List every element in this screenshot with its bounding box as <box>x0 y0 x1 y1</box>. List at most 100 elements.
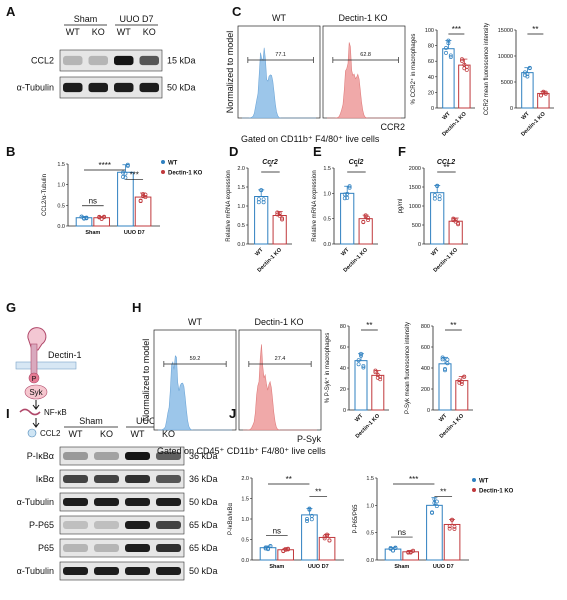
data-point <box>391 548 395 553</box>
cell-membrane <box>15 361 77 370</box>
x-tick-label: UUO D7 <box>124 230 145 236</box>
blot-band <box>63 475 88 483</box>
data-point <box>434 499 439 504</box>
data-point <box>411 548 416 553</box>
blot-band <box>63 521 88 529</box>
y-tick-label: 1.0 <box>237 204 245 210</box>
y-axis-label: P-P65/P65 <box>353 504 359 534</box>
data-bar <box>448 220 463 245</box>
blot-band <box>114 55 134 66</box>
data-bar <box>455 380 469 411</box>
significance-label: ** <box>450 321 456 330</box>
y-tick-label: 800 <box>421 324 430 330</box>
flow-histogram-h: WT Dectin-1 KO Normalized to model 59.2 27.4… <box>141 317 326 456</box>
data-point <box>448 55 453 59</box>
data-point <box>456 221 461 226</box>
y-tick-label: 60 <box>340 345 346 351</box>
data-point <box>277 213 282 218</box>
legend-label: WT <box>168 161 178 167</box>
data-bar <box>75 217 93 227</box>
data-bar <box>358 218 373 245</box>
data-point <box>460 58 464 63</box>
data-bar <box>93 217 110 227</box>
flow-plot-box <box>153 329 237 431</box>
blot-kda-label: 36 kDa <box>189 474 218 484</box>
flow-ylabel: Normalized to model <box>225 31 235 114</box>
y-tick-label: 1500 <box>409 185 421 191</box>
blot-membrane <box>59 515 185 535</box>
data-bar <box>301 514 318 561</box>
blot-band <box>94 452 119 460</box>
blot-group-label: Sham <box>79 416 103 426</box>
data-point <box>259 188 264 193</box>
data-point <box>539 93 543 98</box>
blot-lane-label: WT <box>69 429 83 439</box>
significance-label: *** <box>409 475 418 484</box>
flow-gate-percent: 27.4 <box>275 356 286 362</box>
flow-ko-label: Dectin-1 KO <box>338 13 387 23</box>
pathway-diagram: Dectin-1 P Syk NF-κB CCL2 <box>15 327 82 438</box>
data-point <box>345 195 350 200</box>
blot-lane-label: WT <box>131 429 145 439</box>
flow-cytometry-layer: WT Dectin-1 KO Normalized to model 77.1 62.8… <box>141 13 406 456</box>
data-bar <box>340 192 355 245</box>
data-point <box>342 192 347 197</box>
flow-histogram-fill <box>327 42 401 119</box>
blot-band <box>125 498 150 506</box>
y-axis-label: Relative mRNA expression <box>312 170 318 241</box>
panel-letter-j: J <box>229 406 236 421</box>
y-tick-label: 0.0 <box>323 242 331 248</box>
blot-band <box>63 567 88 575</box>
data-point <box>440 355 445 360</box>
x-tick-label: WT <box>438 413 449 424</box>
blot-kda-label: 65 kDa <box>189 543 218 553</box>
blot-protein-label: P65 <box>38 543 54 553</box>
y-tick-label: 15000 <box>498 28 513 34</box>
panel-letters: A B C D E F G H I J <box>6 4 406 421</box>
legend-marker <box>472 488 476 492</box>
panel-letter-g: G <box>6 300 16 315</box>
y-tick-label: 0 <box>343 408 346 414</box>
y-tick-label: 80 <box>428 44 434 50</box>
blot-kda-label: 50 kDa <box>189 566 218 576</box>
blot-band <box>94 544 119 552</box>
y-tick-label: 0.5 <box>57 203 65 209</box>
y-tick-label: 2000 <box>409 166 421 172</box>
y-axis-label: % CCR2⁺ in macrophages <box>410 34 417 105</box>
blot-band <box>94 498 119 506</box>
western-blot-i: Sham UUO D7 WT KO WT KO P-IκBα 36 kDa IκBα 36 kDa… <box>17 416 218 581</box>
blot-membrane <box>59 76 163 99</box>
data-bar <box>402 551 419 561</box>
data-bar <box>134 196 152 227</box>
blot-band <box>94 521 119 529</box>
data-point <box>373 368 378 373</box>
significance-label: ** <box>315 487 321 496</box>
data-point <box>345 191 350 196</box>
blot-protein-label: P-IκBα <box>27 451 54 461</box>
data-point <box>541 89 546 94</box>
x-tick-label: WT <box>354 413 365 424</box>
nfkb-label: NF-κB <box>44 408 67 417</box>
blot-band <box>125 452 150 460</box>
panel-letter-f: F <box>398 144 406 159</box>
y-tick-label: 200 <box>421 387 430 393</box>
data-point <box>356 358 361 363</box>
y-tick-label: 0 <box>427 408 430 414</box>
arrow-icon <box>32 400 40 410</box>
blot-kda-label: 36 kDa <box>189 451 218 461</box>
data-point <box>261 200 266 205</box>
ccl2-icon <box>27 428 37 438</box>
data-point <box>543 91 548 96</box>
blot-band <box>63 498 88 506</box>
data-point <box>359 351 363 356</box>
flow-histogram-fill <box>242 47 316 119</box>
ccl2-label: CCL2 <box>40 429 61 438</box>
significance-label: ** <box>440 487 446 496</box>
data-bar <box>318 536 336 561</box>
data-point <box>138 199 143 204</box>
y-axis-label: Relative mRNA expression <box>226 170 232 241</box>
blot-kda-label: 50 kDa <box>189 497 218 507</box>
data-point <box>280 216 285 221</box>
